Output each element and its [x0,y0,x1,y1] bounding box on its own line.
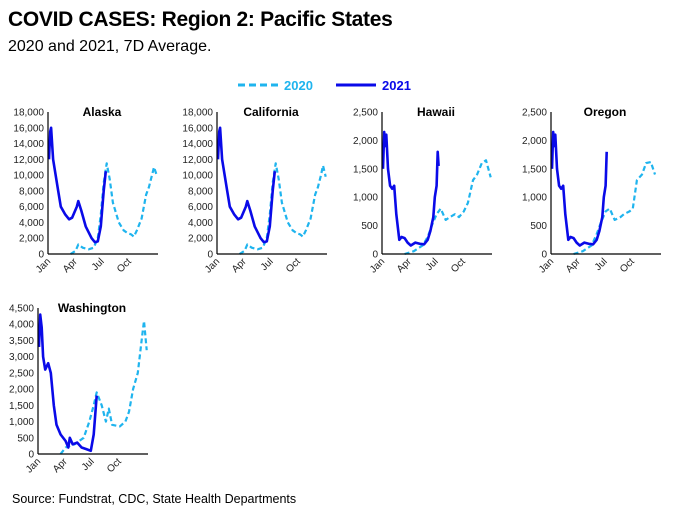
x-tick-label: Jul [593,256,610,273]
y-tick-label: 2,500 [353,108,378,119]
y-tick-label: 1,000 [353,193,378,204]
y-tick-label: 3,000 [9,352,34,363]
y-tick-label: 16,000 [182,123,213,134]
panel-washington: Washington 0 500 1,000 1,500 2,000 2,500 3,000 3… [9,301,148,476]
y-tick-label: 12,000 [182,155,213,166]
series-line-2021 [381,130,440,247]
y-tick-label: 0 [372,250,378,261]
x-tick-label: Jul [90,256,107,273]
y-tick-label: 1,500 [9,401,34,412]
series-line-2020 [239,162,327,255]
y-tick-label: 14,000 [182,139,213,150]
series-line-2020 [70,162,158,255]
x-tick-label: Oct [284,256,303,275]
series-line-2020 [404,159,492,256]
x-tick-label: Apr [395,256,414,275]
y-tick-label: 4,000 [9,320,34,331]
y-tick-label: 2,000 [9,385,34,396]
y-tick-label: 2,000 [522,136,547,147]
y-tick-label: 1,000 [522,193,547,204]
y-tick-label: 4,500 [9,304,34,315]
y-tick-label: 1,500 [522,164,547,175]
y-tick-label: 0 [38,250,44,261]
legend-label-2020: 2020 [284,78,313,93]
x-tick-label: Oct [618,256,637,275]
y-tick-label: 1,500 [353,164,378,175]
series-line-2021 [47,126,108,244]
y-tick-label: 3,500 [9,336,34,347]
y-tick-label: 2,000 [188,234,213,245]
x-tick-label: Jul [259,256,276,273]
panel-title: Alaska [83,105,122,119]
y-tick-label: 0 [541,250,547,261]
chart-subtitle: 2020 and 2021, 7D Average. [8,38,212,55]
y-tick-label: 14,000 [13,139,44,150]
y-tick-label: 0 [28,450,34,461]
y-tick-label: 10,000 [13,171,44,182]
y-tick-label: 8,000 [188,186,213,197]
y-tick-label: 16,000 [13,123,44,134]
panel-title: California [243,105,299,119]
y-tick-label: 500 [17,433,34,444]
x-tick-label: Jan [368,256,387,275]
y-tick-label: 12,000 [13,155,44,166]
panel-title: Washington [58,301,126,315]
x-tick-label: Jan [24,456,43,475]
x-tick-label: Apr [61,256,80,275]
y-tick-label: 4,000 [19,218,44,229]
y-tick-label: 500 [361,221,378,232]
y-tick-label: 6,000 [19,202,44,213]
panel-hawaii: Hawaii 0 500 1,000 1,500 2,000 2,500 Jan Apr Jul O… [353,105,492,276]
panel-california: California 0 2,000 4,000 6,000 8,000 10,000 12,… [182,105,327,276]
y-tick-label: 1,000 [9,417,34,428]
panel-title: Oregon [584,105,627,119]
series-line-2020 [59,319,148,455]
y-tick-label: 0 [207,250,213,261]
panel-oregon: Oregon 0 500 1,000 1,500 2,000 2,500 Jan Apr Jul O… [522,105,661,276]
x-tick-label: Oct [105,456,124,475]
x-tick-label: Jul [80,456,97,473]
y-tick-label: 2,000 [353,136,378,147]
x-tick-label: Jan [34,256,53,275]
series-line-2021 [216,126,277,244]
x-tick-label: Oct [115,256,134,275]
chart-title: COVID CASES: Region 2: Pacific States [8,8,393,31]
panel-title: Hawaii [417,105,455,119]
x-tick-label: Jul [424,256,441,273]
series-line-2021 [37,313,98,453]
series-line-2021 [550,130,608,247]
x-tick-label: Apr [564,256,583,275]
y-tick-label: 18,000 [13,108,44,119]
x-tick-label: Jan [203,256,222,275]
y-tick-label: 4,000 [188,218,213,229]
x-tick-label: Oct [449,256,468,275]
x-tick-label: Jan [537,256,556,275]
y-tick-label: 500 [530,221,547,232]
legend: 2020 2021 [238,78,411,93]
y-tick-label: 10,000 [182,171,213,182]
y-tick-label: 2,000 [19,234,44,245]
source-note: Source: Fundstrat, CDC, State Health Dep… [12,492,297,506]
y-tick-label: 2,500 [522,108,547,119]
series-line-2020 [573,160,657,256]
y-tick-label: 2,500 [9,368,34,379]
y-tick-label: 6,000 [188,202,213,213]
x-tick-label: Apr [51,456,70,475]
legend-label-2021: 2021 [382,78,411,93]
y-tick-label: 8,000 [19,186,44,197]
panel-alaska: Alaska 0 2,000 4,000 6,000 8,000 10,000 12,000 1… [13,105,158,276]
y-tick-label: 18,000 [182,108,213,119]
x-tick-label: Apr [230,256,249,275]
